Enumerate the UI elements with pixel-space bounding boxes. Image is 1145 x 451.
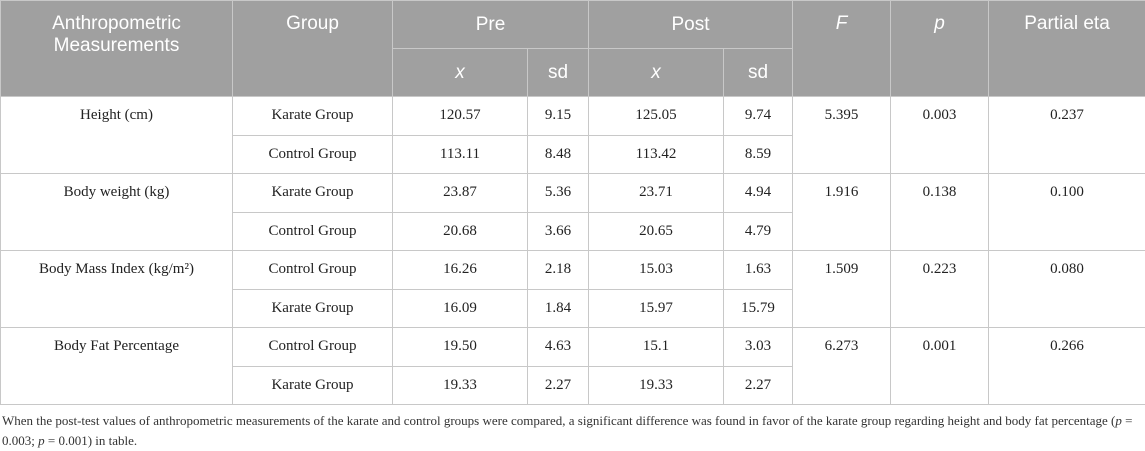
- value-cell: 5.36: [528, 174, 589, 213]
- group-cell: Karate Group: [233, 289, 393, 328]
- stat-cell: 5.395: [793, 97, 891, 174]
- measurement-cell: Body Mass Index (kg/m²): [1, 251, 233, 328]
- footnote: When the post-test values of anthropomet…: [0, 405, 1142, 451]
- header-cell: Partial eta: [989, 1, 1145, 97]
- stat-cell: 0.001: [891, 328, 989, 405]
- stat-cell: 0.266: [989, 328, 1145, 405]
- stat-cell: 0.003: [891, 97, 989, 174]
- table-header: Anthropometric Measurements Group Pre Po…: [1, 1, 1145, 97]
- value-cell: 8.59: [724, 135, 793, 174]
- value-cell: 113.11: [393, 135, 528, 174]
- header-cell: Group: [233, 1, 393, 97]
- header-cell: Post: [589, 1, 793, 49]
- header-cell: sd: [528, 49, 589, 97]
- group-cell: Control Group: [233, 251, 393, 290]
- stat-cell: 1.509: [793, 251, 891, 328]
- header-cell: F: [793, 1, 891, 97]
- value-cell: 9.15: [528, 97, 589, 136]
- stat-cell: 0.223: [891, 251, 989, 328]
- stat-cell: 0.237: [989, 97, 1145, 174]
- value-cell: 8.48: [528, 135, 589, 174]
- value-cell: 4.94: [724, 174, 793, 213]
- value-cell: 1.63: [724, 251, 793, 290]
- value-cell: 2.18: [528, 251, 589, 290]
- footnote-text: = 0.001) in table.: [45, 433, 138, 448]
- header-cell: sd: [724, 49, 793, 97]
- group-cell: Karate Group: [233, 366, 393, 405]
- measurement-cell: Height (cm): [1, 97, 233, 174]
- header-row: Anthropometric Measurements Group Pre Po…: [1, 1, 1145, 49]
- value-cell: 3.66: [528, 212, 589, 251]
- value-cell: 3.03: [724, 328, 793, 367]
- value-cell: 2.27: [528, 366, 589, 405]
- value-cell: 125.05: [589, 97, 724, 136]
- value-cell: 2.27: [724, 366, 793, 405]
- value-cell: 4.63: [528, 328, 589, 367]
- header-cell: Pre: [393, 1, 589, 49]
- measurement-cell: Body Fat Percentage: [1, 328, 233, 405]
- header-cell: Anthropometric Measurements: [1, 1, 233, 97]
- value-cell: 15.79: [724, 289, 793, 328]
- group-cell: Karate Group: [233, 97, 393, 136]
- stat-cell: 6.273: [793, 328, 891, 405]
- group-cell: Control Group: [233, 328, 393, 367]
- value-cell: 19.50: [393, 328, 528, 367]
- footnote-text: When the post-test values of anthropomet…: [2, 413, 1115, 428]
- stat-cell: 0.138: [891, 174, 989, 251]
- value-cell: 16.09: [393, 289, 528, 328]
- value-cell: 120.57: [393, 97, 528, 136]
- group-cell: Control Group: [233, 212, 393, 251]
- value-cell: 20.65: [589, 212, 724, 251]
- group-cell: Control Group: [233, 135, 393, 174]
- value-cell: 16.26: [393, 251, 528, 290]
- data-table: Anthropometric Measurements Group Pre Po…: [0, 0, 1145, 405]
- value-cell: 20.68: [393, 212, 528, 251]
- value-cell: 23.87: [393, 174, 528, 213]
- stat-cell: 1.916: [793, 174, 891, 251]
- value-cell: 15.03: [589, 251, 724, 290]
- value-cell: 15.97: [589, 289, 724, 328]
- value-cell: 4.79: [724, 212, 793, 251]
- value-cell: 9.74: [724, 97, 793, 136]
- group-cell: Karate Group: [233, 174, 393, 213]
- value-cell: 19.33: [589, 366, 724, 405]
- header-cell: p: [891, 1, 989, 97]
- stat-cell: 0.080: [989, 251, 1145, 328]
- value-cell: 19.33: [393, 366, 528, 405]
- value-cell: 113.42: [589, 135, 724, 174]
- value-cell: 23.71: [589, 174, 724, 213]
- value-cell: 15.1: [589, 328, 724, 367]
- measurement-cell: Body weight (kg): [1, 174, 233, 251]
- header-cell: x: [393, 49, 528, 97]
- value-cell: 1.84: [528, 289, 589, 328]
- header-cell: x: [589, 49, 724, 97]
- stat-cell: 0.100: [989, 174, 1145, 251]
